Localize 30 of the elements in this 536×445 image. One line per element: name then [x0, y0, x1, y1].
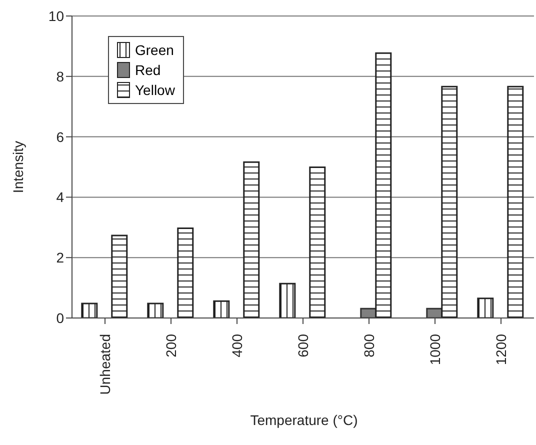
bar [279, 282, 296, 318]
y-tick-label: 4 [56, 189, 64, 206]
bar [477, 298, 494, 318]
bar [81, 302, 98, 318]
y-axis-title: Intensity [10, 140, 26, 194]
x-tick-label: 200 [163, 334, 179, 358]
x-tick-label: Unheated [97, 334, 113, 395]
y-tick-label: 2 [56, 250, 64, 266]
x-tick-label: 1000 [427, 334, 443, 366]
bar [441, 86, 458, 318]
bar [507, 86, 524, 318]
bar [243, 161, 260, 318]
bar [147, 302, 164, 318]
y-tick-label: 10 [48, 8, 64, 24]
y-tick-label: 0 [56, 310, 64, 326]
legend-label: Red [135, 61, 161, 80]
x-tick-label: 400 [229, 334, 245, 358]
bar [111, 234, 128, 318]
x-tick-label: 800 [361, 334, 377, 358]
x-tick-label: 1200 [493, 334, 509, 366]
y-tick-label: 6 [56, 128, 64, 145]
legend-label: Green [135, 41, 174, 60]
bar [177, 228, 194, 318]
bar [375, 52, 392, 318]
legend-label: Yellow [135, 81, 175, 100]
y-tick-label: 8 [56, 68, 64, 84]
bar [309, 166, 326, 318]
bar [213, 300, 230, 318]
x-axis-title: Temperature (°C) [249, 412, 359, 428]
x-tick-label: 600 [295, 334, 311, 358]
